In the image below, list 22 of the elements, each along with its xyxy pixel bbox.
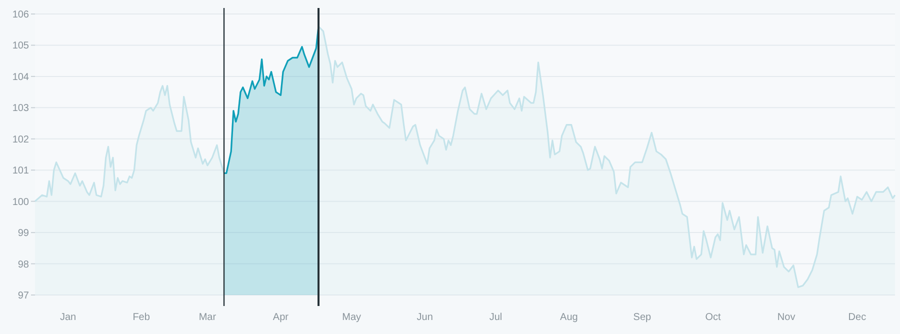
x-tick-label: Aug	[560, 312, 578, 323]
y-tick-label: 105	[12, 40, 30, 52]
y-tick-label: 99	[18, 228, 30, 240]
y-tick-label: 103	[12, 103, 30, 114]
y-tick-label: 102	[12, 134, 30, 146]
x-tick-label: Apr	[272, 312, 290, 323]
x-tick-label: Sep	[633, 312, 652, 323]
y-tick-label: 101	[12, 166, 30, 177]
y-tick-label: 97	[18, 290, 30, 302]
y-tick-label: 104	[12, 72, 30, 83]
x-tick-label: May	[342, 312, 362, 323]
x-tick-label: Jul	[489, 312, 502, 323]
x-tick-label: Jan	[60, 312, 76, 323]
y-tick-label: 98	[18, 259, 30, 270]
x-tick-label: Nov	[777, 312, 796, 323]
x-tick-label: Mar	[198, 312, 217, 323]
y-tick-label: 100	[12, 196, 30, 208]
x-tick-label: Oct	[705, 312, 722, 323]
x-tick-label: Dec	[848, 312, 866, 323]
x-tick-label: Feb	[132, 312, 150, 323]
y-tick-label: 106	[12, 10, 30, 20]
x-tick-label: Jun	[416, 312, 433, 323]
